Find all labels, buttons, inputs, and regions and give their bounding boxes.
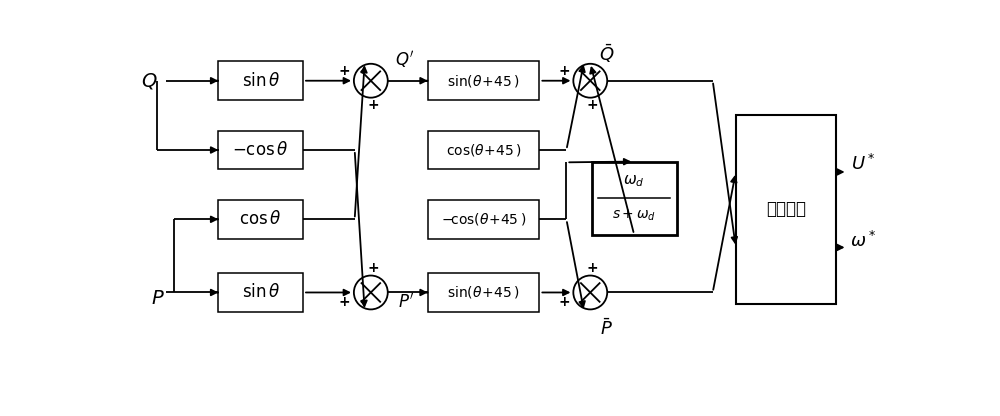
Text: 下垂控制: 下垂控制 [766, 201, 806, 218]
Bar [218, 131, 303, 169]
Text: $\cos\theta$: $\cos\theta$ [239, 210, 282, 228]
Bar [428, 62, 539, 100]
Circle shape [573, 275, 607, 310]
Text: $Q'$: $Q'$ [395, 49, 415, 69]
Text: $P$: $P$ [151, 290, 164, 307]
Text: $\sin\theta$: $\sin\theta$ [242, 283, 280, 302]
Text: $\sin(\theta\!+\!45\,)$: $\sin(\theta\!+\!45\,)$ [447, 73, 520, 89]
Text: +: + [558, 64, 570, 79]
Text: $\omega^*$: $\omega^*$ [850, 231, 876, 251]
Bar [428, 273, 539, 312]
Text: +: + [367, 98, 379, 112]
Circle shape [573, 64, 607, 98]
Bar [428, 200, 539, 238]
Bar [218, 200, 303, 238]
Text: $\bar{P}$: $\bar{P}$ [600, 318, 613, 339]
Bar [428, 131, 539, 169]
Text: $\sin(\theta\!+\!45\,)$: $\sin(\theta\!+\!45\,)$ [447, 285, 520, 300]
Circle shape [354, 275, 388, 310]
Bar [218, 273, 303, 312]
Bar [592, 161, 677, 235]
Text: $\sin\theta$: $\sin\theta$ [242, 72, 280, 90]
Text: $U^*$: $U^*$ [851, 154, 876, 174]
Bar [218, 62, 303, 100]
Text: +: + [587, 98, 598, 112]
Text: $-\cos\theta$: $-\cos\theta$ [232, 141, 289, 159]
Text: $\bar{Q}$: $\bar{Q}$ [599, 42, 614, 65]
Text: +: + [339, 64, 350, 79]
Text: $\omega_d$: $\omega_d$ [623, 173, 645, 189]
Circle shape [354, 64, 388, 98]
Bar [736, 115, 836, 304]
Text: +: + [587, 261, 598, 275]
Text: +: + [558, 295, 570, 309]
Text: $\cos(\theta\!+\!45\,)$: $\cos(\theta\!+\!45\,)$ [446, 142, 522, 158]
Text: +: + [367, 261, 379, 275]
Text: $P'$: $P'$ [398, 293, 415, 312]
Text: $s+\omega_d$: $s+\omega_d$ [612, 208, 656, 223]
Text: +: + [339, 295, 350, 309]
Text: $Q$: $Q$ [141, 71, 158, 91]
Text: $-\!\cos(\theta\!+\!45\,)$: $-\!\cos(\theta\!+\!45\,)$ [441, 211, 526, 227]
